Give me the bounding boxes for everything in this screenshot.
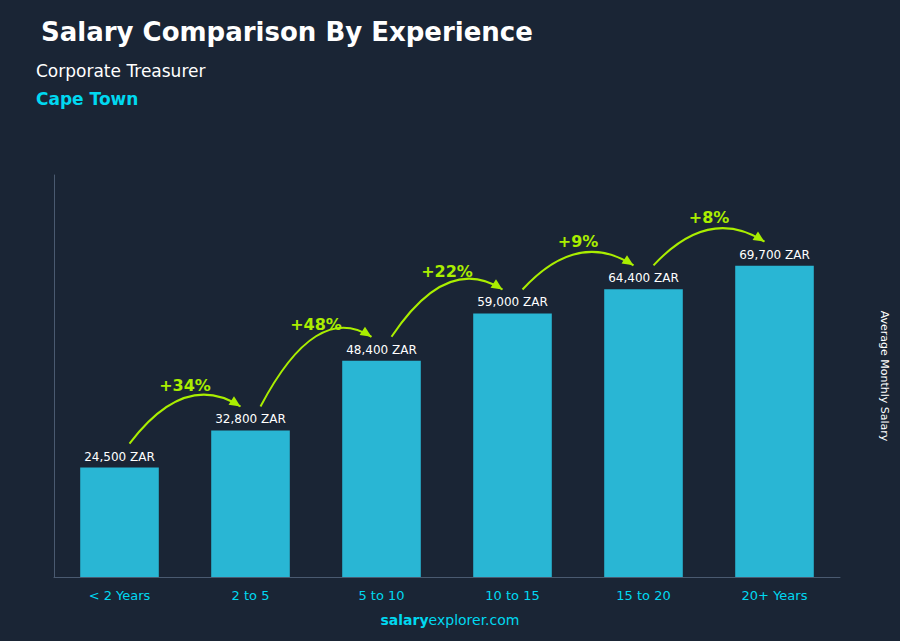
svg-text:Average Monthly Salary: Average Monthly Salary: [878, 311, 891, 442]
svg-text:2 to 5: 2 to 5: [232, 588, 270, 603]
svg-text:24,500 ZAR: 24,500 ZAR: [84, 450, 155, 464]
svg-text:5 to 10: 5 to 10: [358, 588, 404, 603]
svg-text:+8%: +8%: [689, 208, 730, 227]
svg-text:+22%: +22%: [421, 262, 473, 281]
svg-text:< 2 Years: < 2 Years: [89, 588, 151, 603]
svg-text:+9%: +9%: [558, 232, 599, 251]
svg-text:64,400 ZAR: 64,400 ZAR: [608, 271, 679, 285]
svg-text:10 to 15: 10 to 15: [485, 588, 539, 603]
svg-text:Cape Town: Cape Town: [36, 89, 138, 109]
svg-text:15 to 20: 15 to 20: [616, 588, 670, 603]
svg-text:+34%: +34%: [159, 376, 211, 395]
svg-text:32,800 ZAR: 32,800 ZAR: [215, 412, 286, 426]
svg-text:Corporate Treasurer: Corporate Treasurer: [36, 61, 205, 81]
svg-text:48,400 ZAR: 48,400 ZAR: [346, 343, 417, 357]
svg-text:Salary Comparison By Experienc: Salary Comparison By Experience: [41, 17, 533, 47]
svg-text:59,000 ZAR: 59,000 ZAR: [477, 295, 548, 309]
svg-text:salary: salary: [381, 612, 429, 628]
svg-text:69,700 ZAR: 69,700 ZAR: [739, 248, 810, 262]
svg-text:20+ Years: 20+ Years: [742, 588, 808, 603]
svg-text:+48%: +48%: [290, 315, 342, 334]
svg-text:explorer.com: explorer.com: [429, 612, 520, 628]
